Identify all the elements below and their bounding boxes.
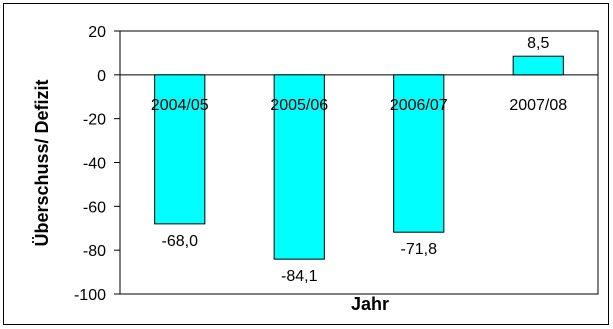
x-axis-title: Jahr: [351, 294, 389, 314]
category-label: 2007/08: [509, 97, 567, 114]
y-tick-label: -20: [83, 112, 106, 129]
data-label: 8,5: [527, 35, 549, 52]
category-label: 2005/06: [270, 97, 328, 114]
category-label: 2006/07: [390, 97, 448, 114]
y-tick-label: 20: [88, 24, 106, 41]
y-tick-label: -40: [83, 156, 106, 173]
data-label: -68,0: [162, 233, 199, 250]
category-label: 2004/05: [151, 97, 209, 114]
bar-2004-05: [154, 74, 206, 225]
data-label: -71,8: [401, 241, 438, 258]
y-axis-title: Überschuss/ Defizit: [32, 79, 52, 246]
bars: [154, 55, 564, 260]
bar-2007-08: [512, 55, 564, 76]
y-tick-label: -60: [83, 199, 106, 216]
data-label: -84,1: [281, 268, 318, 285]
category-labels: 2004/05 2005/06 2006/07 2007/08: [151, 97, 567, 114]
bar-2005-06: [273, 74, 325, 260]
y-tick-label: -100: [74, 287, 106, 304]
bar-2006-07: [393, 74, 445, 233]
y-tick-label: 0: [97, 68, 106, 85]
y-tick-label: -80: [83, 243, 106, 260]
data-labels: -68,0 -84,1 -71,8 8,5: [162, 35, 550, 285]
